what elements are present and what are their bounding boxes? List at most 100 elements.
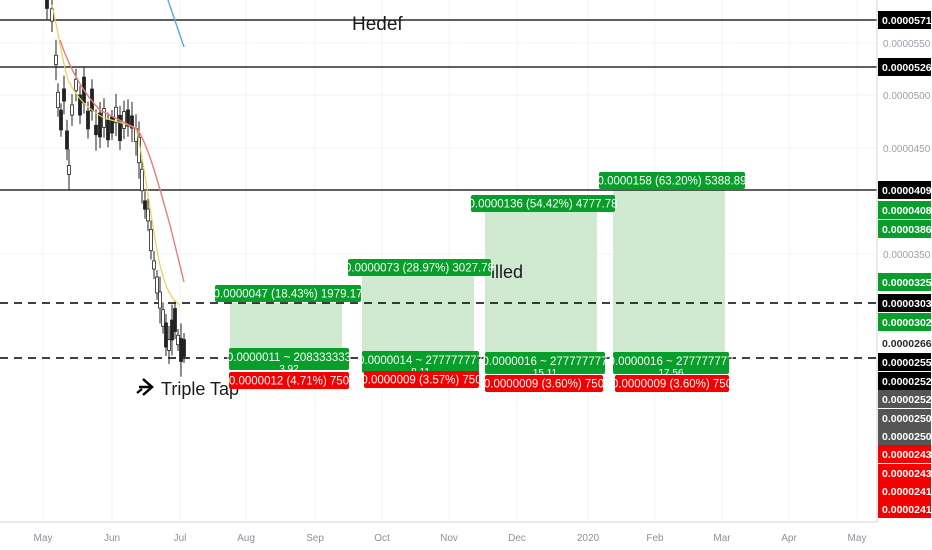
price-badge-label: 0.0000408 [882, 205, 932, 217]
price-badge-bg [878, 353, 931, 371]
arrow-right-icon [136, 378, 154, 396]
position-zones [230, 190, 725, 358]
price-badge-label: 0.0000252 [882, 394, 932, 406]
profit-zone-3 [485, 212, 597, 358]
candle-body [106, 119, 110, 141]
triple-tap-label: Triple Tap [161, 379, 239, 399]
entry-label-1-bg [229, 348, 349, 370]
entry-label-4-bg [613, 352, 729, 374]
candle-body [74, 78, 78, 92]
candle-body [118, 115, 122, 141]
price-badge: 0.0000250 [878, 427, 932, 445]
x-tick-label: Mar [713, 533, 731, 544]
price-badge-bg [878, 220, 931, 238]
price-badge-bg [878, 201, 931, 219]
price-badge-label: 0.0000241 [882, 486, 932, 498]
entry-label-2: 0.0000014 ~ 2777777778.11 [358, 351, 483, 378]
candle-body [167, 339, 171, 351]
y-tick-label: 0.0000350 [883, 250, 931, 261]
x-tick-label: May [848, 533, 867, 544]
candle-body [164, 322, 168, 348]
candle-body [161, 309, 165, 327]
price-badge: 0.0000255 [878, 353, 932, 371]
candle-body [143, 200, 147, 210]
target-label-3-bg [471, 195, 615, 212]
candle-body [67, 165, 71, 175]
price-badge-label: 0.0000526 [882, 62, 932, 74]
candle-body [146, 208, 150, 222]
price-badge: 0.0000571 [878, 11, 932, 29]
price-badge: 0.0000408 [878, 201, 932, 219]
stop-label-1-text: 0.0000012 (4.71%) 750 [229, 376, 349, 388]
candle-body [98, 112, 102, 138]
target-label-2-bg [348, 259, 491, 276]
x-tick-label: 2020 [577, 533, 600, 544]
candle-body [158, 291, 162, 309]
price-badge: 0.0000302 [878, 313, 932, 331]
ma-long-line [167, 0, 185, 48]
stop-label-1: 0.0000012 (4.71%) 750 [229, 372, 349, 389]
price-badge-label: 0.0000386 [882, 224, 932, 236]
price-badge-label: 0.0000571 [882, 15, 932, 27]
entry-sublabel-3: 15.11 [533, 368, 558, 379]
target-label-2-text: 0.0000073 (28.97%) 3027.78 [345, 263, 494, 275]
arrow-head [142, 378, 154, 396]
price-badge-bg [878, 427, 931, 445]
price-badge-label: 0.0000266 [882, 338, 932, 350]
position-labels: 0.0000047 (18.43%) 1979.17 0.0000011 ~ 20… [214, 172, 746, 392]
price-badge-label: 0.0000243 [882, 449, 932, 461]
price-badge: 0.0000252 [878, 372, 932, 390]
candle-body [114, 106, 118, 124]
price-badge-label: 0.0000409 [882, 185, 932, 197]
stop-label-4-text: 0.0000009 (3.60%) 750 [612, 379, 732, 391]
candle-body [152, 260, 156, 270]
candle-body [94, 124, 98, 136]
price-badge-bg [878, 409, 931, 427]
time-axis-bg [0, 522, 877, 550]
price-axis: 0.0000550 0.0000500 0.0000450 0.0000350 0.00… [876, 0, 932, 550]
price-badge-label: 0.0000303 [882, 298, 932, 310]
annotations: Hedef illed Triple Tap [136, 14, 523, 399]
candle-body [176, 334, 180, 346]
stop-label-4: 0.0000009 (3.60%) 750 [612, 375, 732, 392]
target-label-4: 0.0000158 (63.20%) 5388.89 [598, 172, 746, 189]
price-badge-bg [878, 273, 931, 291]
price-badge: 0.0000241 [878, 500, 932, 518]
candle-body [59, 109, 63, 131]
candle-body [126, 109, 130, 127]
stop-label-3: 0.0000009 (3.60%) 750 [484, 375, 604, 392]
price-badge-label: 0.0000255 [882, 357, 932, 369]
stop-label-3-text: 0.0000009 (3.60%) 750 [484, 379, 604, 391]
price-badge: 0.0000266 [877, 333, 932, 353]
price-badge-bg [878, 372, 931, 390]
price-badge-label: 0.0000302 [882, 317, 932, 329]
profit-zone-4 [613, 190, 725, 358]
time-axis: May Jun Jul Aug Sep Oct Nov Dec 2020 Feb Mar Apr May [0, 521, 877, 550]
entry-label-3-text: 0.0000016 ~ 277777777 [482, 356, 607, 368]
price-badge-label: 0.0000325 [882, 277, 932, 289]
price-badge: 0.0000303 [878, 294, 932, 312]
x-tick-label: Dec [508, 533, 526, 544]
candle-body [140, 168, 144, 192]
candle-body [50, 8, 54, 22]
price-badge-bg [878, 181, 931, 199]
entry-label-3-bg [485, 352, 605, 374]
profit-zone-2 [362, 268, 474, 358]
price-badge-bg [877, 333, 932, 353]
price-badge-bg [878, 464, 931, 482]
price-badge-label: 0.0000252 [882, 376, 932, 388]
x-tick-label: Nov [440, 533, 458, 544]
filled-label: illed [491, 262, 523, 282]
moving-averages [51, 0, 185, 306]
target-label-2: 0.0000073 (28.97%) 3027.78 [345, 259, 494, 276]
price-badge: 0.0000252 [878, 390, 932, 408]
x-tick-label: Oct [374, 533, 390, 544]
candle-body [86, 110, 90, 130]
price-badge-bg [878, 500, 931, 518]
price-badge-bg [878, 482, 931, 500]
price-badge: 0.0000243 [878, 464, 932, 482]
